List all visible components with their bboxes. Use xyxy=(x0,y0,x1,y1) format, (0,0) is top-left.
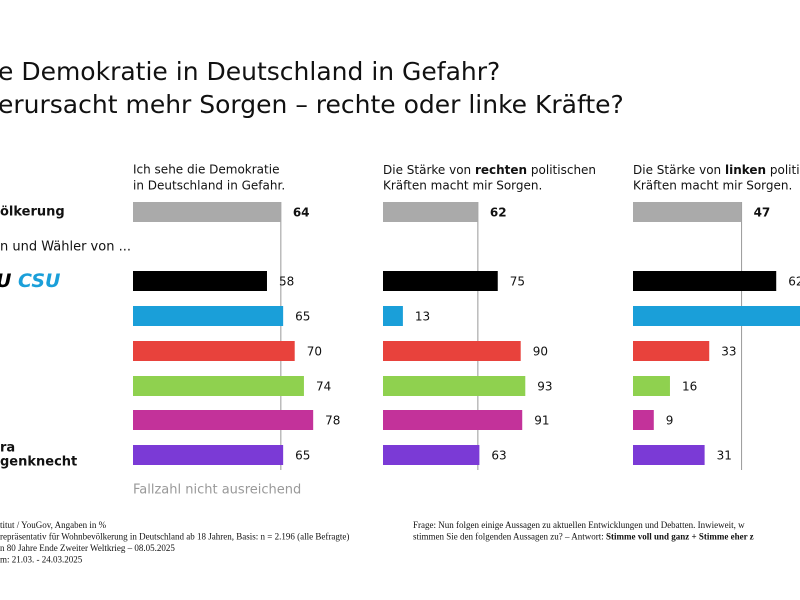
panel-title: Ich sehe die Demokratie xyxy=(133,163,279,177)
value-label: 16 xyxy=(682,380,697,394)
bar xyxy=(383,341,521,361)
title: erursacht mehr Sorgen – rechte oder link… xyxy=(0,90,624,119)
bar xyxy=(133,445,284,465)
footer-text: repräsentativ für Wohnbevölkerung in Deu… xyxy=(0,532,349,542)
value-label: 62 xyxy=(490,206,507,220)
panel-title-part: politisc xyxy=(766,163,800,177)
bar xyxy=(633,410,654,430)
value-label: 62 xyxy=(788,275,800,289)
value-label: 58 xyxy=(279,275,294,289)
bar xyxy=(133,306,284,326)
footer-text: stimmen Sie den folgenden Aussagen zu? –… xyxy=(413,532,754,542)
panel-title: Die Stärke von linken politisc xyxy=(633,163,800,177)
value-label: 63 xyxy=(491,449,506,463)
value-label: 91 xyxy=(534,414,549,428)
bar xyxy=(633,306,800,326)
category-label: genknecht xyxy=(0,455,77,470)
value-label: 70 xyxy=(307,345,322,359)
panel-title-part: Die Stärke von xyxy=(383,163,475,177)
panel-title: in Deutschland in Gefahr. xyxy=(133,179,285,193)
value-label: 75 xyxy=(510,275,525,289)
panel-title-part: rechten xyxy=(475,163,527,177)
panel-title-part: linken xyxy=(725,163,766,177)
bar xyxy=(633,202,742,222)
bar xyxy=(133,341,295,361)
panel-title: Kräften macht mir Sorgen. xyxy=(633,179,792,193)
bar xyxy=(633,341,710,361)
bar xyxy=(133,202,281,222)
footer-text-part: Frage: Nun folgen einige Aussagen zu akt… xyxy=(413,520,745,530)
footer-text-part: stimmen Sie den folgenden Aussagen zu? –… xyxy=(413,532,606,542)
bar xyxy=(133,271,267,291)
value-label: 33 xyxy=(721,345,736,359)
panel-title: Kräften macht mir Sorgen. xyxy=(383,179,542,193)
panel-title-part: politischen xyxy=(527,163,596,177)
value-label: 9 xyxy=(666,414,674,428)
footer-text: m: 21.03. - 24.03.2025 xyxy=(0,555,83,565)
footer-text: n 80 Jahre Ende Zweiter Weltkrieg – 08.0… xyxy=(0,543,175,553)
bar xyxy=(383,445,480,465)
bar xyxy=(383,376,526,396)
note: Fallzahl nicht ausreichend xyxy=(133,483,301,498)
value-label: 64 xyxy=(293,206,310,220)
bar xyxy=(383,202,478,222)
bar xyxy=(633,445,705,465)
value-label: 65 xyxy=(295,449,310,463)
bar xyxy=(633,271,777,291)
category-label-part: U xyxy=(0,270,18,292)
category-label: ra xyxy=(0,441,15,456)
category-label: ölkerung xyxy=(0,205,65,220)
group-heading: n und Wähler von ... xyxy=(0,240,131,255)
category-label: U CSU xyxy=(0,270,61,292)
value-label: 90 xyxy=(533,345,548,359)
bar xyxy=(133,376,304,396)
value-label: 47 xyxy=(754,206,771,220)
value-label: 74 xyxy=(316,380,331,394)
value-label: 65 xyxy=(295,310,310,324)
footer-bold: Stimme voll und ganz + Stimme eher z xyxy=(606,532,754,542)
value-label: 93 xyxy=(537,380,552,394)
panel-title: Die Stärke von rechten politischen xyxy=(383,163,596,177)
bar xyxy=(383,306,403,326)
title: e Demokratie in Deutschland in Gefahr? xyxy=(0,57,500,86)
value-label: 31 xyxy=(717,449,732,463)
bar xyxy=(383,271,498,291)
bar xyxy=(383,410,523,430)
panel-title-part: Die Stärke von xyxy=(633,163,725,177)
category-label-part: CSU xyxy=(18,270,61,292)
bar xyxy=(133,410,314,430)
value-label: 13 xyxy=(415,310,430,324)
footer-text: titut / YouGov, Angaben in % xyxy=(0,520,107,530)
bar xyxy=(633,376,670,396)
footer-text: Frage: Nun folgen einige Aussagen zu akt… xyxy=(413,520,745,530)
value-label: 78 xyxy=(325,414,340,428)
